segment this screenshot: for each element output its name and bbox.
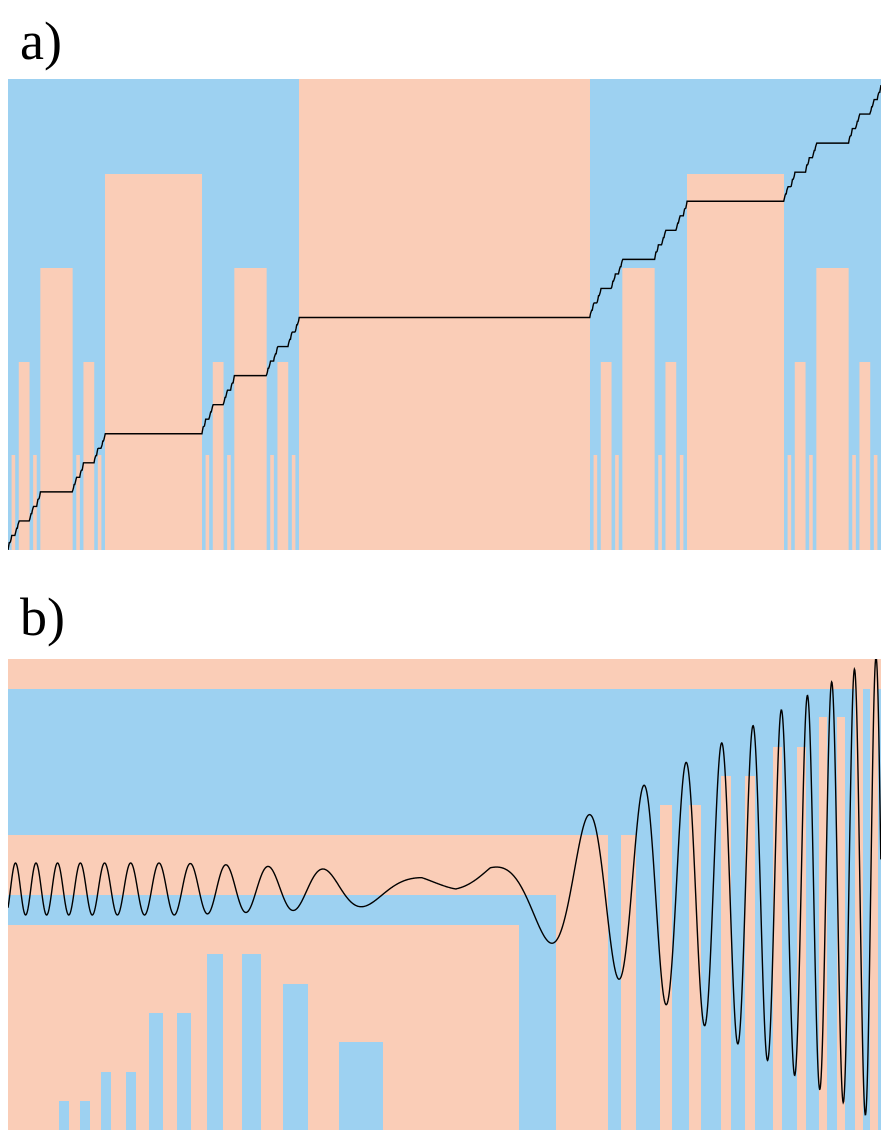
cantor-gap-depth-3 — [600, 362, 612, 550]
cantor-gap-depth-4 — [658, 455, 662, 550]
left-inner-peach — [8, 925, 519, 1130]
cantor-gap-depth-4 — [873, 455, 878, 550]
right-bar — [855, 689, 863, 1130]
cantor-gap-depth-4 — [615, 455, 619, 550]
cantor-gap-depth-4 — [593, 455, 598, 550]
cantor-gap-depth-3 — [212, 362, 224, 550]
cantor-gap-depth-0 — [299, 79, 590, 550]
staircase-curve — [8, 84, 881, 550]
cantor-gap-depth-3 — [18, 362, 30, 550]
right-bar — [773, 747, 782, 1130]
right-bar — [837, 717, 845, 1130]
left-bar — [101, 1072, 111, 1130]
panel-a-cantor-diagram — [8, 79, 881, 550]
cantor-gap-depth-4 — [97, 455, 102, 550]
right-bar — [870, 689, 878, 1130]
cantor-gap-depth-3 — [665, 362, 677, 550]
left-bar — [242, 954, 261, 1130]
right-bar — [660, 805, 672, 1130]
cantor-gap-depth-2 — [40, 268, 73, 550]
cantor-gap-depth-2 — [816, 268, 849, 550]
chirp-curve — [8, 659, 881, 1116]
cantor-gap-depth-4 — [76, 455, 80, 550]
cantor-gap-depth-2 — [234, 268, 267, 550]
cantor-gap-depth-4 — [852, 455, 856, 550]
right-bar — [721, 776, 731, 1130]
cantor-gap-depth-4 — [205, 455, 210, 550]
panel-a-label: a) — [20, 11, 62, 71]
left-bar — [80, 1101, 90, 1130]
right-bar — [588, 835, 608, 1130]
cantor-gap-depth-3 — [277, 362, 289, 550]
right-bar — [797, 747, 806, 1130]
right-bar — [621, 835, 636, 1130]
cantor-gap-depth-4 — [809, 455, 813, 550]
cantor-gap-depth-4 — [33, 455, 37, 550]
cantor-gap-depth-4 — [11, 455, 16, 550]
cantor-gap-depth-3 — [83, 362, 95, 550]
cantor-gap-depth-4 — [787, 455, 792, 550]
right-bar — [689, 805, 701, 1130]
right-bar — [819, 717, 827, 1130]
left-bar — [59, 1101, 69, 1130]
left-bar — [207, 954, 223, 1130]
left-bar — [177, 1013, 191, 1130]
left-bar — [149, 1013, 163, 1130]
left-bar — [283, 984, 308, 1130]
cantor-gap-depth-4 — [679, 455, 684, 550]
cantor-gap-depth-4 — [291, 455, 296, 550]
cantor-gap-depth-3 — [859, 362, 871, 550]
cantor-gap-depth-1 — [687, 174, 784, 550]
cantor-gap-depth-4 — [270, 455, 274, 550]
cantor-gap-depth-1 — [105, 174, 202, 550]
cantor-gap-depth-2 — [622, 268, 655, 550]
right-bar — [745, 776, 755, 1130]
panel-b-label: b) — [20, 587, 65, 647]
cantor-gap-depth-3 — [794, 362, 806, 550]
panel-b-chirp-diagram — [8, 659, 881, 1130]
left-bar — [126, 1072, 136, 1130]
left-bar — [339, 1042, 383, 1130]
cantor-gap-depth-4 — [227, 455, 231, 550]
